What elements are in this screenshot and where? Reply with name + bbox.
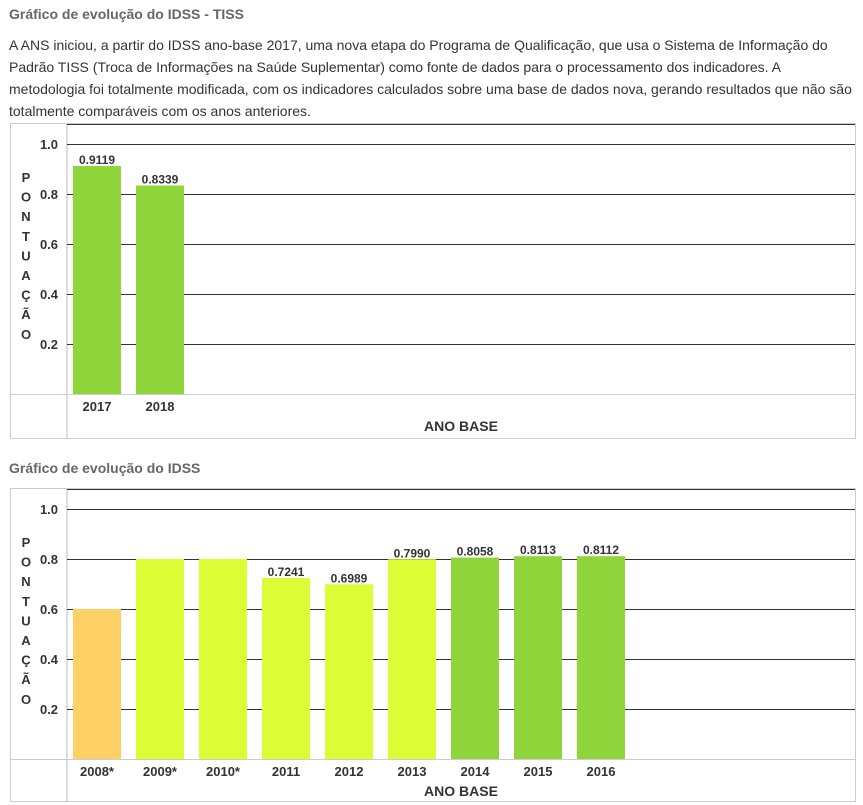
idss-y-tick-label: 0.6 — [40, 602, 58, 617]
tiss-bar-2017 — [73, 166, 121, 394]
chart-idss-tiss-svg: 0.20.40.60.81.0PONTUAÇÃO0.911920170.8339… — [11, 124, 855, 438]
idss-x-tick-label: 2012 — [335, 764, 364, 779]
idss-y-axis-label-letter: A — [21, 633, 31, 648]
idss-data-label: 0.8113 — [520, 543, 556, 557]
idss-x-tick-label: 2010* — [206, 764, 241, 779]
idss-y-axis-label-letter: P — [22, 535, 31, 550]
idss-y-axis-label-letter: N — [21, 574, 30, 589]
idss-y-axis-label-letter: O — [21, 555, 31, 570]
idss-y-tick-label: 0.8 — [40, 552, 58, 567]
tiss-y-axis-label-letter: O — [21, 327, 31, 342]
idss-x-axis-label: ANO BASE — [424, 783, 498, 799]
chart-title-tiss: Gráfico de evolução do IDSS - TISS — [9, 6, 244, 22]
tiss-data-label: 0.9119 — [79, 153, 115, 167]
idss-y-axis-label-letter: O — [21, 692, 31, 707]
idss-bar-2008 — [73, 609, 121, 759]
idss-x-tick-label: 2015 — [524, 764, 553, 779]
idss-data-label: 0.6989 — [331, 571, 368, 585]
idss-y-axis-label-letter: Ç — [21, 653, 31, 668]
idss-bar-2016 — [577, 556, 625, 759]
idss-x-tick-label: 2016 — [587, 764, 616, 779]
tiss-y-tick-label: 1.0 — [40, 137, 58, 152]
idss-data-label: 0.7990 — [394, 546, 431, 560]
chart-idss: 0.2 0.4 0.6 0.8 1.0 P O N T U A Ç Ã O 2008* 2009* 2010* 0… — [10, 488, 856, 802]
idss-data-label: 0.8058 — [457, 545, 494, 559]
idss-x-tick-label: 2009* — [143, 764, 178, 779]
tiss-y-axis-label-letter: T — [22, 229, 30, 244]
idss-y-tick-label: 1.0 — [40, 502, 58, 517]
tiss-x-axis-label: ANO BASE — [424, 418, 498, 434]
idss-x-tick-label: 2008* — [80, 764, 115, 779]
tiss-y-tick-label: 0.8 — [40, 187, 58, 202]
idss-bar-2015 — [514, 556, 562, 759]
tiss-y-tick-label: 0.4 — [40, 287, 59, 302]
tiss-y-axis-label-letter: A — [21, 268, 31, 283]
idss-bar-2011 — [262, 577, 310, 759]
idss-x-tick-label: 2013 — [398, 764, 427, 779]
tiss-y-axis-label-letter: O — [21, 190, 31, 205]
tiss-y-tick-label: 0.6 — [40, 237, 58, 252]
idss-bar-2009 — [136, 559, 184, 759]
idss-x-tick-label: 2011 — [272, 764, 300, 779]
chart-title-idss: Gráfico de evolução do IDSS — [9, 460, 201, 476]
idss-y-axis-label-letter: Ã — [21, 672, 31, 687]
tiss-y-axis-label-letter: Ã — [21, 307, 31, 322]
idss-y-tick-label: 0.2 — [40, 702, 58, 717]
idss-y-axis-label-letter: T — [22, 594, 30, 609]
idss-bar-2014 — [451, 557, 499, 759]
tiss-y-tick-label: 0.2 — [40, 337, 58, 352]
tiss-x-tick-label: 2018 — [146, 399, 175, 414]
tiss-y-axis-label-letter: Ç — [21, 288, 31, 303]
tiss-x-tick-label: 2017 — [83, 399, 112, 414]
tiss-y-axis-label-letter: P — [22, 170, 31, 185]
idss-data-label: 0.8112 — [583, 543, 619, 557]
tiss-y-axis-label-letter: U — [21, 248, 30, 263]
chart-idss-tiss: 0.2 0.4 0.6 0.8 1.0 P O N T U A Ç Ã O 0.9119 2017 0.8339… — [10, 123, 856, 439]
idss-bar-2010 — [199, 559, 247, 759]
idss-data-label: 0.7241 — [268, 565, 305, 579]
idss-bar-2013 — [388, 559, 436, 759]
intro-paragraph: A ANS iniciou, a partir do IDSS ano-base… — [9, 37, 852, 119]
tiss-data-label: 0.8339 — [142, 173, 179, 187]
idss-y-tick-label: 0.4 — [40, 652, 59, 667]
idss-y-axis-label-letter: U — [21, 613, 30, 628]
tiss-y-axis-label-letter: N — [21, 209, 30, 224]
idss-bar-2012 — [325, 584, 373, 759]
idss-x-tick-label: 2014 — [461, 764, 491, 779]
tiss-bar-2018 — [136, 185, 184, 394]
